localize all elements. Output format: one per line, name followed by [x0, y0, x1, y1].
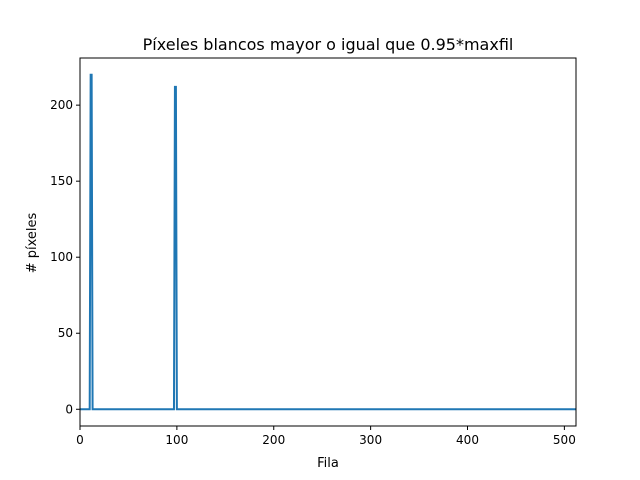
- x-tick-label: 200: [262, 433, 285, 447]
- series-line-0: [80, 73, 576, 411]
- y-tick-label: 0: [65, 402, 73, 416]
- y-tick-label: 150: [50, 174, 73, 188]
- y-axis-ticks: 0 50 100 150 200: [50, 98, 80, 416]
- plot-area: [79, 57, 577, 427]
- x-tick-label: 300: [359, 433, 382, 447]
- x-tick-label: 400: [456, 433, 479, 447]
- y-tick-label: 200: [50, 98, 73, 112]
- x-axis-ticks: 0 100 200 300 400 500: [76, 426, 576, 447]
- chart-title: Píxeles blancos mayor o igual que 0.95*m…: [143, 35, 514, 54]
- x-tick-label: 100: [165, 433, 188, 447]
- x-tick-label: 500: [553, 433, 576, 447]
- y-tick-label: 100: [50, 250, 73, 264]
- y-axis-label: # píxeles: [25, 212, 40, 273]
- x-tick-label: 0: [76, 433, 84, 447]
- axes-frame: [79, 57, 577, 427]
- x-axis-label: Fila: [317, 456, 339, 471]
- y-tick-label: 50: [58, 326, 73, 340]
